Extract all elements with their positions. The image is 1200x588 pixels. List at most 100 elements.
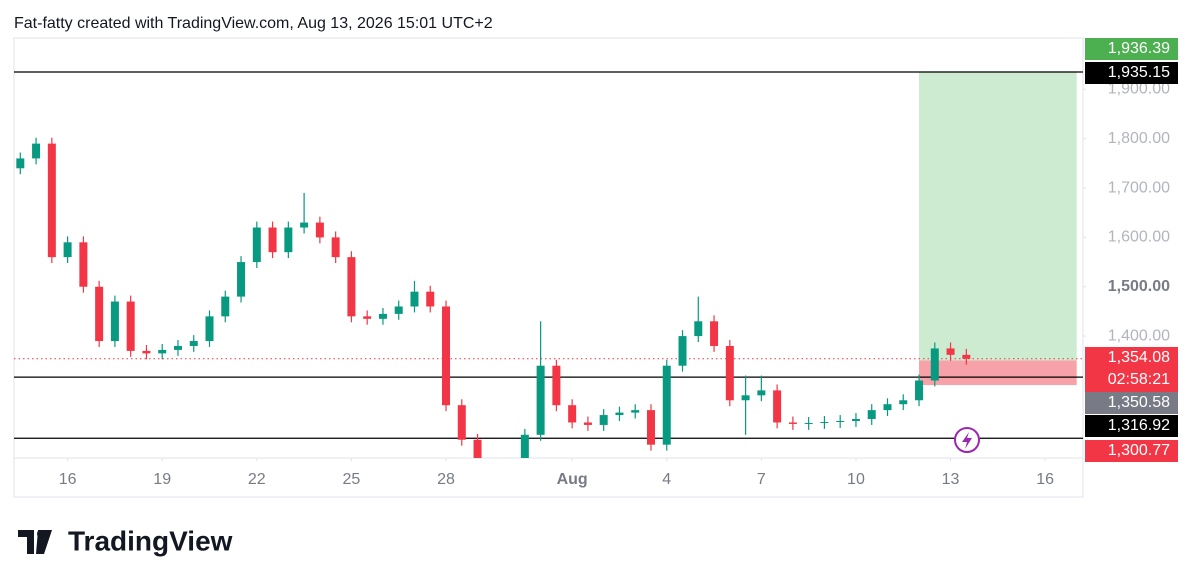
x-tick-label: 19: [153, 471, 171, 488]
candle-body: [662, 365, 671, 445]
candle-body: [173, 345, 182, 350]
y-tick-label: 1,400.00: [1108, 327, 1170, 344]
candle-body: [32, 143, 41, 159]
candle-body: [678, 336, 687, 366]
candle-body: [568, 405, 577, 423]
candle-body: [694, 321, 703, 337]
candle-body: [347, 257, 356, 317]
candle-body: [962, 354, 971, 359]
candle-body: [489, 464, 497, 479]
candle-body: [788, 422, 797, 424]
price-label-box: [1085, 38, 1178, 60]
plot: [14, 71, 1083, 479]
price-label-box: [1085, 440, 1178, 462]
y-tick-label: 1,700.00: [1108, 179, 1170, 196]
candle-body: [426, 291, 435, 307]
plot-frame: [13, 37, 1084, 498]
candle-body: [79, 242, 88, 287]
candle-body: [946, 348, 955, 355]
price-label: 1,936.39: [1108, 40, 1170, 57]
price-label-box: [1085, 347, 1178, 392]
x-tick-label: Aug: [557, 471, 588, 488]
candle-body: [95, 286, 104, 342]
candle-body: [457, 405, 466, 440]
candle-body: [16, 158, 25, 169]
price-label-box: [1085, 415, 1178, 437]
candle-body: [552, 365, 561, 406]
candle-body: [284, 227, 293, 253]
candle-body: [63, 242, 72, 258]
candle-body: [205, 316, 214, 342]
candle-body: [363, 316, 372, 319]
candle-body: [378, 313, 387, 319]
candle-body: [252, 227, 261, 263]
price-label: 1,354.08: [1108, 349, 1170, 366]
candle-body: [773, 390, 782, 423]
profit-zone: [919, 71, 1077, 361]
price-label: 1,300.77: [1108, 442, 1170, 459]
x-tick-label: 28: [437, 471, 455, 488]
candle-body: [820, 421, 829, 423]
y-tick-label: 1,900.00: [1108, 81, 1170, 98]
axes: 1,400.00 1,500.00 1,600.00 1,700.00 1,800.00…: [59, 38, 1178, 488]
candle-body: [47, 143, 56, 258]
candle-body: [315, 222, 324, 238]
price-label: 1,316.92: [1108, 417, 1170, 434]
candle-body: [158, 349, 167, 354]
price-label: 1,350.58: [1108, 394, 1170, 411]
logo-dot: [37, 530, 45, 538]
candle-body: [851, 419, 860, 421]
x-tick-label: 16: [59, 471, 77, 488]
y-tick-label: 1,600.00: [1108, 229, 1170, 246]
candle-body: [710, 321, 719, 346]
candle-body: [599, 415, 608, 425]
candle-body: [505, 474, 513, 479]
candle-body: [615, 412, 624, 416]
candle-body: [883, 404, 892, 411]
price-label: 1,935.15: [1108, 64, 1170, 81]
candle-body: [394, 306, 403, 314]
x-tick-label: 7: [757, 471, 766, 488]
bolt: [962, 432, 972, 449]
candle-body: [189, 341, 198, 346]
candle-body: [583, 422, 592, 425]
candle-body: [804, 422, 813, 424]
x-tick-label: 22: [248, 471, 266, 488]
candle-body: [915, 380, 924, 401]
x-tick-label: 16: [1036, 471, 1054, 488]
candle-body: [300, 222, 309, 228]
logo-mark: [18, 530, 52, 554]
candle-body: [126, 301, 135, 351]
logo: TradingView: [18, 525, 233, 556]
x-tick-label: 25: [343, 471, 361, 488]
countdown: 02:58:21: [1108, 371, 1170, 388]
candle-body: [899, 400, 908, 405]
y-tick-label: 1,800.00: [1108, 130, 1170, 147]
x-tick-label: 13: [942, 471, 960, 488]
candle-body: [142, 350, 151, 354]
candle-body: [473, 439, 482, 458]
x-tick-label: 10: [847, 471, 865, 488]
candle-body: [410, 291, 419, 307]
candle-body: [331, 237, 340, 258]
candle-body: [836, 420, 845, 422]
loss-zone: [919, 360, 1077, 386]
candle-body: [110, 301, 119, 342]
candle-body: [930, 348, 939, 381]
price-label-box: [1085, 62, 1178, 84]
candle-body: [757, 390, 766, 396]
candle-body: [237, 262, 246, 297]
candle-body: [631, 410, 640, 413]
x-tick-label: 4: [662, 471, 671, 488]
candle-body: [646, 410, 655, 445]
candle-body: [442, 306, 451, 406]
candle-body: [268, 227, 277, 253]
candle-body: [741, 395, 750, 401]
candle-body: [867, 410, 876, 420]
price-label-box: [1085, 392, 1178, 414]
candle-body: [520, 434, 529, 458]
candle-body: [725, 345, 734, 401]
candle-body: [221, 296, 230, 317]
